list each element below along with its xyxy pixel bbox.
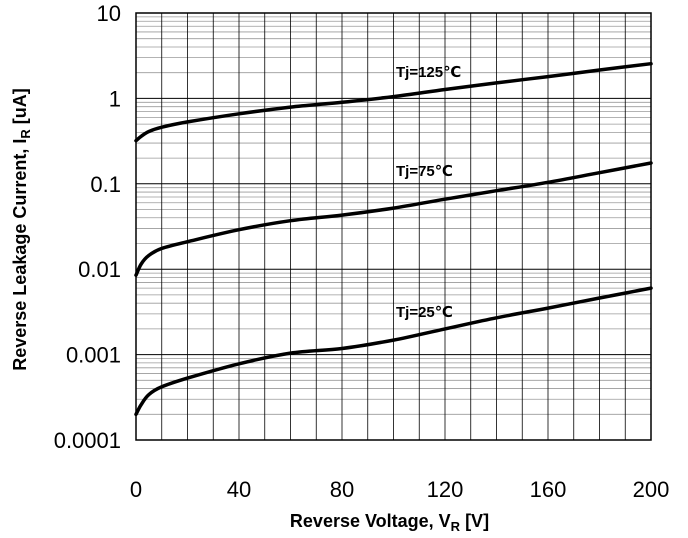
x-tick-label: 40	[227, 477, 251, 502]
series-line-3	[134, 286, 653, 417]
series-line-2	[134, 161, 653, 277]
x-tick-label: 0	[130, 477, 142, 502]
y-tick-label: 10	[97, 1, 121, 26]
y-tick-label: 0.01	[78, 257, 121, 282]
y-axis-title-main: Reverse Leakage Current, I	[10, 139, 30, 371]
x-tick-label: 80	[330, 477, 354, 502]
series-label-1: Tj=125℃	[396, 64, 461, 81]
x-tick-label: 160	[530, 477, 567, 502]
y-axis-title: Reverse Leakage Current, IR [uA]	[10, 88, 33, 371]
x-axis-title: Reverse Voltage, VR [V]	[290, 511, 489, 534]
y-axis-title-unit: [uA]	[10, 88, 30, 129]
y-tick-label: 0.001	[66, 343, 121, 368]
x-tick-label: 120	[427, 477, 464, 502]
y-tick-label: 0.0001	[54, 428, 121, 453]
x-tick-labels: 0 40 80 120 160 200	[130, 477, 669, 502]
y-tick-label: 1	[109, 86, 121, 111]
series-layer	[134, 61, 653, 417]
x-axis-title-main: Reverse Voltage, V	[290, 511, 451, 531]
x-tick-label: 200	[633, 477, 670, 502]
series-line-1	[134, 61, 653, 143]
series-labels: Tj=125℃ Tj=75℃ Tj=25℃	[396, 64, 461, 321]
y-tick-label: 0.1	[90, 172, 121, 197]
series-label-3: Tj=25℃	[396, 304, 453, 321]
plot-frame	[135, 12, 652, 441]
series-label-2: Tj=75℃	[396, 163, 453, 180]
y-tick-labels: 0.0001 0.001 0.01 0.1 1 10	[54, 1, 121, 453]
x-axis-title-unit: [V]	[460, 511, 489, 531]
y-axis-title-sub: R	[18, 129, 33, 139]
grid-major	[136, 13, 651, 440]
x-axis-title-sub: R	[451, 519, 461, 534]
